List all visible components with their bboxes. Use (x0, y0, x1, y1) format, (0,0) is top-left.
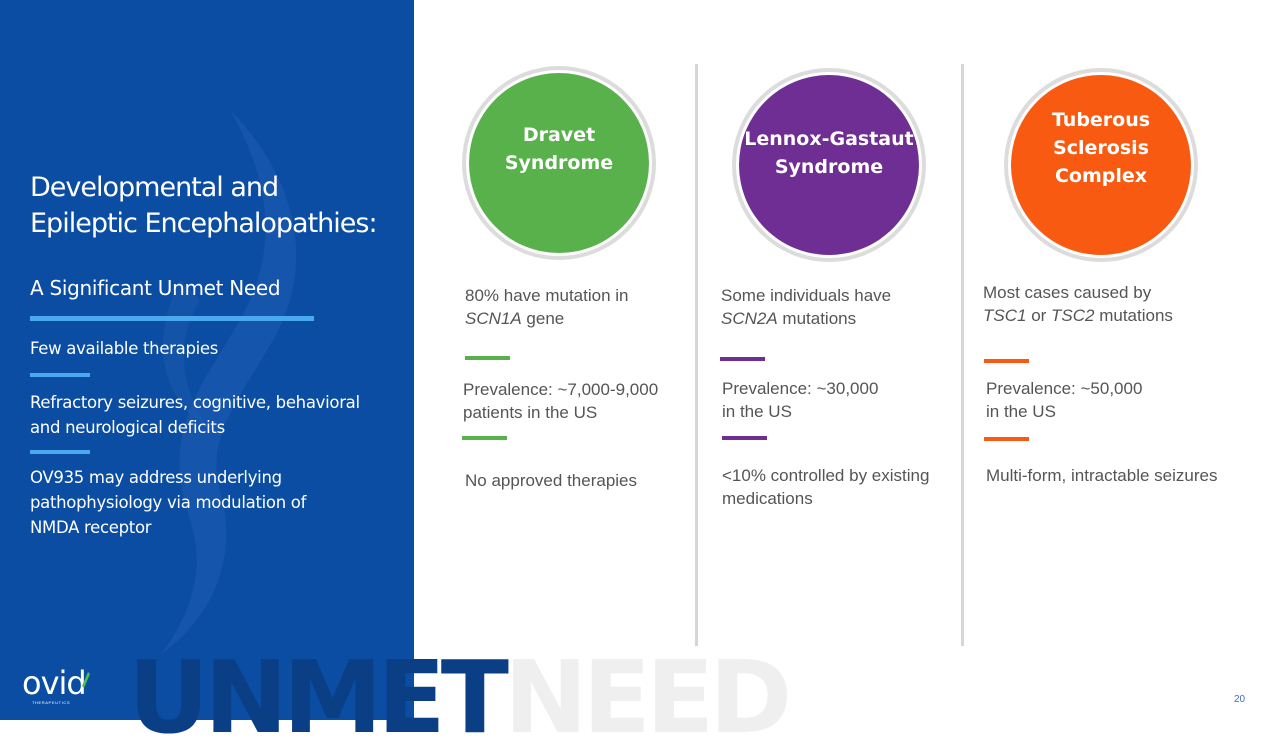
lennox-gastaut-prevalence-text: Prevalence: ~30,000 in the US (722, 377, 878, 423)
lennox-gastaut-therapy-line-1: <10% controlled by existing (722, 466, 930, 485)
slide-title: Developmental and Epileptic Encephalopat… (30, 170, 410, 242)
dravet-prevalence-line-2: patients in the US (463, 403, 598, 422)
logo-subtext: THERAPEUTICS (32, 700, 71, 705)
tsc-name-line-1: Tuberous (1051, 109, 1151, 131)
tsc-therapy-line-1: Multi-form, intractable seizures (986, 466, 1218, 485)
tsc-mutation-text: Most cases caused by TSC1 or TSC2 mutati… (983, 281, 1173, 327)
lennox-gastaut-accent-2 (722, 436, 767, 440)
lennox-gastaut-therapy-text: <10% controlled by existing medications (722, 464, 929, 510)
point-ov935: OV935 may address underlying pathophysio… (30, 468, 307, 537)
subtitle-underline (30, 316, 314, 321)
tsc-prevalence-text: Prevalence: ~50,000 in the US (986, 377, 1142, 423)
tsc-circle: Tuberous Sclerosis Complex (1011, 75, 1191, 255)
dravet-therapy-line-1: No approved therapies (465, 471, 638, 490)
point-refractory-seizures: Refractory seizures, cognitive, behavior… (30, 393, 360, 437)
left-panel: Developmental and Epileptic Encephalopat… (0, 0, 414, 720)
tsc-accent-2 (984, 437, 1029, 441)
title-line-2: Epileptic Encephalopathies: (30, 208, 378, 239)
dravet-circle-ring: Dravet Syndrome (462, 66, 656, 260)
column-divider-1 (695, 64, 698, 646)
slide-subtitle: A Significant Unmet Need (30, 276, 281, 300)
ovid-logo: ovid THERAPEUTICS (22, 666, 102, 710)
tsc-name-line-2: Sclerosis (1053, 137, 1149, 159)
tsc-therapy-text: Multi-form, intractable seizures (986, 464, 1217, 487)
point-few-therapies: Few available therapies (30, 339, 219, 358)
dravet-therapy-text: No approved therapies (465, 469, 637, 492)
point-divider-2 (30, 450, 90, 454)
dravet-mutation-line-2: SCN1A gene (465, 307, 629, 330)
tsc-prevalence-line-1: Prevalence: ~50,000 (986, 379, 1143, 398)
tsc-prevalence-line-2: in the US (986, 402, 1056, 421)
tsc-name-line-3: Complex (1054, 165, 1148, 187)
lennox-gastaut-mutation-line-2: SCN2A mutations (721, 307, 891, 330)
lennox-gastaut-mutation-line-1: Some individuals have (721, 286, 892, 305)
dravet-circle: Dravet Syndrome (469, 73, 649, 253)
dravet-mutation-suffix: gene (521, 309, 565, 328)
tsc-gene-1: TSC1 (983, 306, 1027, 325)
tsc-mutation-conjunction: or (1026, 306, 1052, 325)
lennox-gastaut-prevalence-line-2: in the US (722, 402, 792, 421)
dravet-accent-1 (465, 356, 510, 360)
dravet-mutation-line-1: 80% have mutation in (465, 286, 629, 305)
dravet-name-line-1: Dravet (522, 124, 596, 146)
tsc-gene-2: TSC2 (1051, 306, 1095, 325)
dravet-prevalence-text: Prevalence: ~7,000-9,000 patients in the… (463, 378, 658, 424)
column-divider-2 (961, 64, 964, 646)
tsc-mutation-line-2: TSC1 or TSC2 mutations (983, 304, 1173, 327)
lennox-gastaut-circle-ring: Lennox-Gastaut Syndrome (732, 68, 926, 262)
dravet-name-line-2: Syndrome (504, 152, 614, 174)
dravet-mutation-text: 80% have mutation in SCN1A gene (465, 284, 629, 330)
tsc-mutation-line-1: Most cases caused by (983, 283, 1152, 302)
lennox-gastaut-mutation-text: Some individuals have SCN2A mutations (721, 284, 891, 330)
dravet-accent-2 (462, 436, 507, 440)
dravet-prevalence-line-1: Prevalence: ~7,000-9,000 (463, 380, 659, 399)
lennox-gastaut-prevalence-line-1: Prevalence: ~30,000 (722, 379, 879, 398)
lennox-gastaut-mutation-suffix: mutations (777, 309, 857, 328)
title-line-1: Developmental and (30, 172, 279, 203)
lennox-gastaut-name-line-1: Lennox-Gastaut (744, 128, 914, 150)
dravet-gene: SCN1A (465, 309, 522, 328)
page-number: 20 (1234, 694, 1246, 705)
lennox-gastaut-name-line-2: Syndrome (774, 156, 884, 178)
tsc-accent-1 (984, 359, 1029, 363)
lennox-gastaut-circle: Lennox-Gastaut Syndrome (739, 75, 919, 255)
point-divider-1 (30, 373, 90, 377)
tsc-mutation-suffix: mutations (1094, 306, 1173, 325)
logo-leaf-icon (82, 672, 90, 688)
lennox-gastaut-therapy-line-2: medications (722, 489, 813, 508)
logo-wordmark: ovid (22, 664, 87, 702)
tsc-circle-ring: Tuberous Sclerosis Complex (1004, 68, 1198, 262)
lennox-gastaut-gene: SCN2A (721, 309, 778, 328)
lennox-gastaut-accent-1 (720, 357, 765, 361)
watermark-need: NEED (503, 639, 792, 756)
